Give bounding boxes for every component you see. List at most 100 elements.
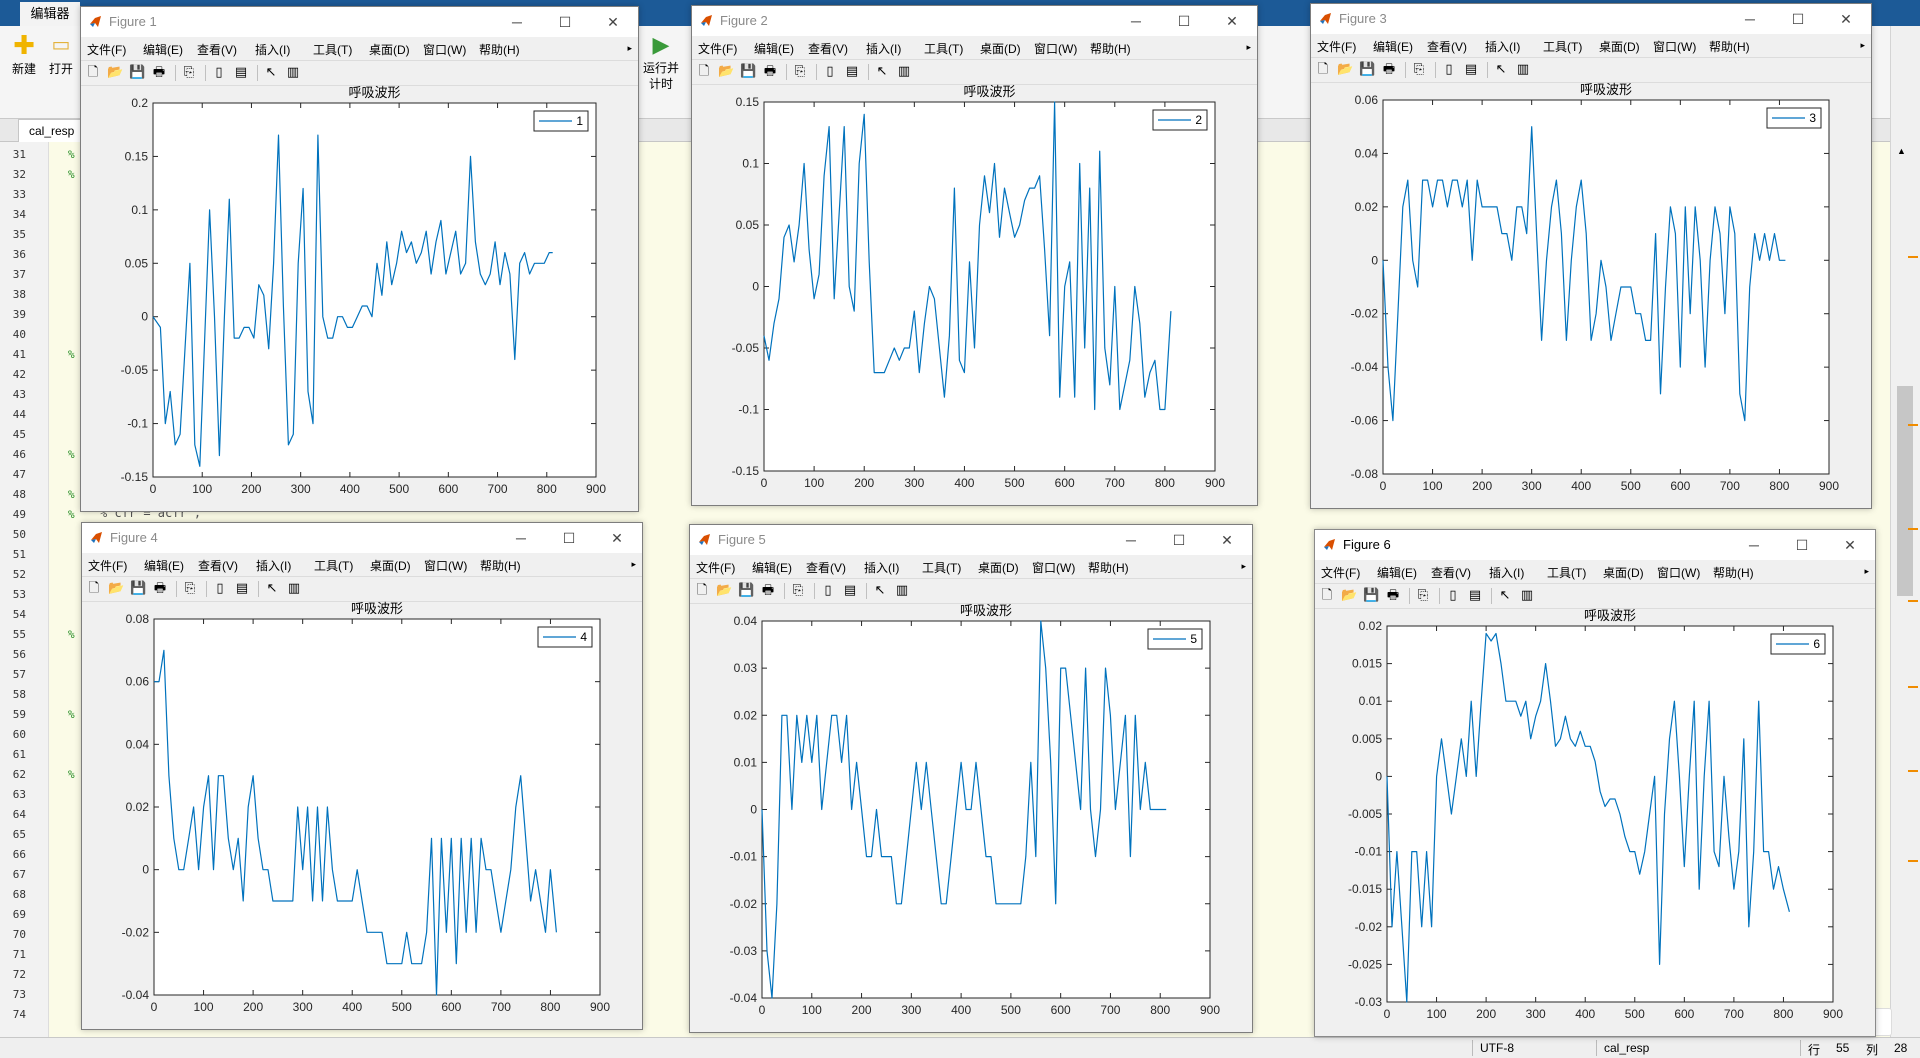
save-icon[interactable]: 💾 xyxy=(740,63,757,78)
open-file-icon[interactable]: 📂 xyxy=(718,63,735,78)
close-icon[interactable]: ✕ xyxy=(607,14,619,30)
link-icon[interactable]: ⎘ xyxy=(792,582,804,597)
menu-item[interactable]: 查看(V) xyxy=(197,43,237,57)
menu-item[interactable]: 查看(V) xyxy=(808,42,848,56)
pointer-icon[interactable]: ↖ xyxy=(266,580,278,595)
maximize-icon[interactable]: ☐ xyxy=(1791,11,1805,27)
menu-item[interactable]: 工具(T) xyxy=(924,42,964,56)
new-button[interactable]: ✚ 新建 xyxy=(8,30,40,77)
save-icon[interactable]: 💾 xyxy=(738,582,755,597)
legend-icon[interactable]: ▤ xyxy=(843,582,857,597)
link-icon[interactable]: ⎘ xyxy=(1413,61,1425,76)
legend-icon[interactable]: ▤ xyxy=(234,64,248,79)
menu-item[interactable]: 查看(V) xyxy=(806,561,846,575)
print-icon[interactable]: 🖶 xyxy=(761,582,775,597)
figure-titlebar[interactable]: Figure 3 ─ ☐ ✕ xyxy=(1311,4,1871,34)
figure-titlebar[interactable]: Figure 5 ─ ☐ ✕ xyxy=(690,525,1252,555)
menu-item[interactable]: 查看(V) xyxy=(1431,566,1471,580)
menu-item[interactable]: 编辑(E) xyxy=(1373,40,1413,54)
menu-item[interactable]: 窗口(W) xyxy=(424,559,468,573)
minimize-icon[interactable]: ─ xyxy=(512,14,522,30)
menu-item[interactable]: 文件(F) xyxy=(698,42,738,56)
editor-tab[interactable]: 编辑器 xyxy=(20,2,80,26)
maximize-icon[interactable]: ☐ xyxy=(1172,532,1186,548)
colorbar-icon[interactable]: ▯ xyxy=(215,64,223,79)
legend-icon[interactable]: ▤ xyxy=(1468,587,1482,602)
maximize-icon[interactable]: ☐ xyxy=(558,14,572,30)
open-button[interactable]: ▭ 打开 xyxy=(46,30,76,77)
save-icon[interactable]: 💾 xyxy=(1363,587,1380,602)
menu-item[interactable]: 窗口(W) xyxy=(1653,40,1697,54)
figure-window-1[interactable]: Figure 1 ─ ☐ ✕ 文件(F) 编辑(E) 查看(V) 插入(I) 工具(T) 桌面(D… xyxy=(80,6,639,512)
new-figure-icon[interactable]: 🗋 xyxy=(1317,61,1329,76)
menu-item[interactable]: 帮助(H) xyxy=(1713,566,1754,580)
pointer-icon[interactable]: ↖ xyxy=(876,63,888,78)
menu-item[interactable]: 插入(I) xyxy=(256,559,292,573)
legend-icon[interactable]: ▤ xyxy=(235,580,249,595)
menu-item[interactable]: 插入(I) xyxy=(255,43,291,57)
menu-item[interactable]: 插入(I) xyxy=(1485,40,1521,54)
pointer-icon[interactable]: ↖ xyxy=(1495,61,1507,76)
colorbar-icon[interactable]: ▯ xyxy=(826,63,834,78)
new-figure-icon[interactable]: 🗋 xyxy=(87,64,99,79)
new-figure-icon[interactable]: 🗋 xyxy=(88,580,100,595)
close-icon[interactable]: ✕ xyxy=(1844,537,1856,553)
editor-scrollbar[interactable]: ▲ xyxy=(1890,26,1920,1037)
open-file-icon[interactable]: 📂 xyxy=(107,64,124,79)
pointer-icon[interactable]: ↖ xyxy=(265,64,277,79)
menu-item[interactable]: 查看(V) xyxy=(1427,40,1467,54)
figure-titlebar[interactable]: Figure 6 ─ ☐ ✕ xyxy=(1315,530,1875,560)
menu-item[interactable]: 工具(T) xyxy=(1543,40,1583,54)
menu-item[interactable]: 文件(F) xyxy=(87,43,127,57)
file-tab-cal-resp[interactable]: cal_resp xyxy=(18,119,86,142)
legend-icon[interactable]: ▤ xyxy=(1464,61,1478,76)
maximize-icon[interactable]: ☐ xyxy=(562,530,576,546)
colorbar-icon[interactable]: ▯ xyxy=(216,580,224,595)
link-icon[interactable]: ⎘ xyxy=(1417,587,1429,602)
colorbar-icon[interactable]: ▯ xyxy=(1445,61,1453,76)
menu-item[interactable]: 文件(F) xyxy=(1317,40,1357,54)
menu-overflow-icon[interactable]: ▸ xyxy=(1241,561,1246,571)
property-editor-icon[interactable]: ▥ xyxy=(1520,587,1534,602)
open-file-icon[interactable]: 📂 xyxy=(1341,587,1358,602)
pointer-icon[interactable]: ↖ xyxy=(874,582,886,597)
menu-item[interactable]: 插入(I) xyxy=(864,561,900,575)
menu-item[interactable]: 窗口(W) xyxy=(1657,566,1701,580)
minimize-icon[interactable]: ─ xyxy=(516,530,526,546)
close-icon[interactable]: ✕ xyxy=(1840,11,1852,27)
new-figure-icon[interactable]: 🗋 xyxy=(698,63,710,78)
maximize-icon[interactable]: ☐ xyxy=(1177,13,1191,29)
plot-canvas[interactable]: 呼吸波形 0 100 200 300 400 500 600 700 800 900 -0.04 -0.… xyxy=(690,603,1250,1030)
menu-item[interactable]: 编辑(E) xyxy=(752,561,792,575)
figure-titlebar[interactable]: Figure 2 ─ ☐ ✕ xyxy=(692,6,1257,36)
menu-item[interactable]: 插入(I) xyxy=(1489,566,1525,580)
menu-item[interactable]: 编辑(E) xyxy=(1377,566,1417,580)
menu-item[interactable]: 编辑(E) xyxy=(143,43,183,57)
menu-item[interactable]: 帮助(H) xyxy=(480,559,521,573)
menu-item[interactable]: 工具(T) xyxy=(922,561,962,575)
close-icon[interactable]: ✕ xyxy=(611,530,623,546)
menu-item[interactable]: 桌面(D) xyxy=(370,559,411,573)
menu-overflow-icon[interactable]: ▸ xyxy=(1860,40,1865,50)
minimize-icon[interactable]: ─ xyxy=(1131,13,1141,29)
plot-canvas[interactable]: 呼吸波形 0 100 200 300 400 500 600 700 800 900 -0.08 -0.… xyxy=(1311,82,1869,506)
open-file-icon[interactable]: 📂 xyxy=(108,580,125,595)
menu-item[interactable]: 插入(I) xyxy=(866,42,902,56)
figure-window-4[interactable]: Figure 4 ─ ☐ ✕ 文件(F) 编辑(E) 查看(V) 插入(I) 工具(T) 桌面(D… xyxy=(81,522,643,1030)
minimize-icon[interactable]: ─ xyxy=(1126,532,1136,548)
figure-window-2[interactable]: Figure 2 ─ ☐ ✕ 文件(F) 编辑(E) 查看(V) 插入(I) 工具(T) 桌面(D… xyxy=(691,5,1258,506)
print-icon[interactable]: 🖶 xyxy=(1382,61,1396,76)
new-figure-icon[interactable]: 🗋 xyxy=(1321,587,1333,602)
link-icon[interactable]: ⎘ xyxy=(183,64,195,79)
menu-item[interactable]: 窗口(W) xyxy=(1032,561,1076,575)
scroll-up-icon[interactable]: ▲ xyxy=(1897,146,1906,156)
link-icon[interactable]: ⎘ xyxy=(184,580,196,595)
maximize-icon[interactable]: ☐ xyxy=(1795,537,1809,553)
menu-overflow-icon[interactable]: ▸ xyxy=(1246,42,1251,52)
property-editor-icon[interactable]: ▥ xyxy=(897,63,911,78)
print-icon[interactable]: 🖶 xyxy=(1386,587,1400,602)
save-icon[interactable]: 💾 xyxy=(130,580,147,595)
menu-item[interactable]: 工具(T) xyxy=(314,559,354,573)
menu-item[interactable]: 桌面(D) xyxy=(978,561,1019,575)
new-figure-icon[interactable]: 🗋 xyxy=(696,582,708,597)
